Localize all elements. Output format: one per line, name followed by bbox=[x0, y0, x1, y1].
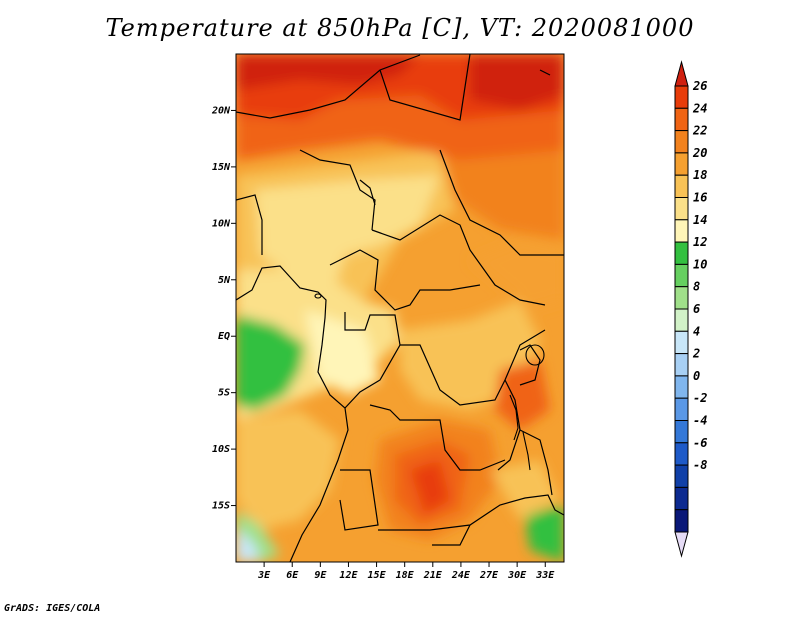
lat-tick-label: 5N bbox=[218, 275, 231, 286]
colorbar-swatch bbox=[674, 509, 689, 533]
temperature-field bbox=[236, 54, 564, 562]
colorbar-swatch bbox=[674, 219, 689, 243]
lon-tick-label: 6E bbox=[286, 570, 299, 581]
colorbar-label: 20 bbox=[692, 146, 707, 160]
colorbar-swatch bbox=[674, 397, 689, 422]
colorbar-label: 14 bbox=[693, 213, 707, 227]
latitude-axis: 20N 15N 10N 5N EQ 5S 10S 15S bbox=[211, 105, 236, 512]
grads-credit: GrADS: IGES/COLA bbox=[4, 603, 101, 614]
lon-tick-label: 18E bbox=[396, 570, 415, 581]
lat-tick-label: EQ bbox=[218, 331, 230, 342]
colorbar-swatch bbox=[674, 197, 689, 221]
map-title: Temperature at 850hPa [C], VT: 202008100… bbox=[105, 14, 695, 42]
colorbar-label: 24 bbox=[692, 101, 707, 115]
lon-tick-label: 27E bbox=[479, 570, 499, 581]
colorbar-label: 4 bbox=[693, 324, 700, 338]
colorbar-label: 0 bbox=[693, 369, 700, 383]
colorbar-swatch bbox=[674, 174, 689, 198]
lon-tick-label: 33E bbox=[535, 570, 555, 581]
lat-tick-label: 15N bbox=[212, 162, 231, 173]
lon-tick-label: 3E bbox=[257, 570, 271, 581]
colorbar-swatch bbox=[674, 464, 689, 488]
colorbar-label: 22 bbox=[692, 124, 707, 138]
colorbar-top-arrow bbox=[674, 60, 689, 87]
lon-tick-label: 12E bbox=[339, 570, 358, 581]
colorbar-label: -2 bbox=[693, 391, 707, 405]
colorbar-swatch bbox=[674, 420, 689, 444]
colorbar-label: 8 bbox=[693, 280, 700, 294]
colorbar-swatch bbox=[674, 330, 689, 355]
lat-tick-label: 10N bbox=[212, 218, 231, 229]
lon-tick-label: 15E bbox=[368, 570, 387, 581]
colorbar-label: 12 bbox=[693, 235, 707, 249]
lon-tick-label: 30E bbox=[507, 570, 527, 581]
lon-tick-label: 24E bbox=[451, 570, 471, 581]
colorbar-swatch bbox=[674, 286, 689, 310]
lat-tick-label: 15S bbox=[212, 501, 230, 512]
colorbar-label: 26 bbox=[692, 79, 707, 93]
longitude-axis: 3E 6E 9E 12E 15E 18E 21E 24E 27E 30E 33E bbox=[257, 562, 555, 581]
lat-tick-label: 10S bbox=[212, 444, 230, 455]
colorbar-label: 6 bbox=[693, 302, 700, 316]
colorbar-swatch bbox=[674, 263, 689, 288]
colorbar-bottom-arrow bbox=[674, 531, 689, 558]
lat-tick-label: 5S bbox=[218, 388, 230, 399]
colorbar-swatch bbox=[674, 442, 689, 466]
colorbar-swatch bbox=[674, 152, 689, 176]
colorbar-swatch bbox=[674, 308, 689, 332]
colorbar-swatch bbox=[674, 486, 689, 511]
colorbar-label: -8 bbox=[693, 458, 707, 472]
colorbar-label: -6 bbox=[693, 436, 707, 450]
lon-tick-label: 21E bbox=[423, 570, 443, 581]
colorbar-label: 2 bbox=[692, 347, 700, 361]
colorbar-swatch bbox=[674, 130, 689, 154]
colorbar-swatch bbox=[674, 353, 689, 377]
colorbar-swatch bbox=[674, 241, 689, 265]
colorbar-swatch bbox=[674, 375, 689, 399]
colorbar-label: 10 bbox=[693, 257, 707, 271]
colorbar-label: 18 bbox=[693, 168, 707, 182]
map-frame bbox=[235, 53, 565, 563]
lon-tick-label: 9E bbox=[314, 570, 327, 581]
colorbar-swatch bbox=[674, 107, 689, 132]
colorbar-swatch bbox=[674, 85, 689, 109]
colorbar-label: -4 bbox=[693, 414, 707, 428]
lat-tick-label: 20N bbox=[211, 105, 231, 116]
colorbar-label: 16 bbox=[693, 191, 707, 205]
